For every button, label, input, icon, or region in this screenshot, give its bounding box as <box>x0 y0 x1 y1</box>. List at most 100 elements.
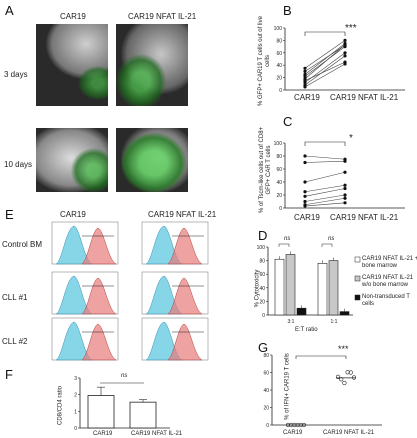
f-cat-car19: CAR19 <box>93 431 113 437</box>
d-sig-1: ns <box>284 236 291 242</box>
point-car19 <box>303 180 307 184</box>
histogram-red <box>81 277 117 315</box>
pair-line <box>304 160 346 163</box>
panel-e-row-cll2: CLL #2 <box>2 337 28 346</box>
panel-a-col-car19: CAR19 <box>60 12 86 21</box>
pair-line <box>304 188 346 197</box>
d-ytick-label: 100 <box>257 245 266 251</box>
d-legend-swatch <box>354 256 361 263</box>
histogram-red <box>81 323 117 361</box>
d-sig-2: ns <box>328 236 335 242</box>
panel-label-e: E <box>5 207 14 222</box>
d-legend-swatch <box>354 275 361 282</box>
histogram-red <box>167 227 203 265</box>
point-car19 <box>303 74 307 78</box>
point-car19 <box>303 204 307 208</box>
histogram-red <box>167 277 203 315</box>
d-ytick-label: 0 <box>262 313 265 319</box>
point-nfat <box>343 186 347 191</box>
g-ytick-label: 0 <box>266 423 269 429</box>
c-cat-car19: CAR19 <box>294 213 320 222</box>
panel-label-b: B <box>283 3 292 18</box>
point-car19 <box>303 190 307 194</box>
point-car19 <box>303 69 307 73</box>
b-ytick-label: 40 <box>276 63 282 69</box>
point-car19 <box>303 66 307 70</box>
d-legend-1: CAR19 NFAT IL-21 + bone marrow <box>362 256 417 269</box>
b-cat-car19: CAR19 <box>294 93 320 102</box>
panel-label-g: G <box>258 340 269 355</box>
pair-line <box>304 184 346 193</box>
micrograph-nfat-10days <box>116 128 188 192</box>
panel-a-col-nfat: CAR19 NFAT IL-21 <box>128 12 197 21</box>
d-xtick-label: 1:1 <box>331 319 338 325</box>
c-ytick-label: 60 <box>276 167 282 173</box>
c-ytick-label: 40 <box>276 180 282 186</box>
d-ytick-label: 40 <box>259 286 265 292</box>
d-sig-bracket <box>278 243 290 247</box>
point-car19 <box>303 194 307 198</box>
pair-line <box>304 197 346 206</box>
panel-e-row-control: Control BM <box>2 240 43 249</box>
d-ytick-label: 80 <box>259 259 265 265</box>
pair-line <box>304 43 346 75</box>
panel-label-d: D <box>258 228 268 243</box>
g-ytick-label: 20 <box>263 406 269 412</box>
point-g <box>342 380 347 386</box>
point-g <box>335 374 341 379</box>
pair-line <box>304 45 346 72</box>
f-ytick-label: 0 <box>74 426 77 432</box>
point-nfat <box>343 159 347 163</box>
b-ytick-label: 80 <box>276 38 282 44</box>
c-cat-nfat: CAR19 NFAT IL-21 <box>330 213 399 222</box>
bar-f <box>129 401 157 429</box>
point-nfat <box>343 170 347 174</box>
significance-bracket <box>304 141 346 146</box>
panel-a-row-10days: 10 days <box>4 160 33 169</box>
d-legend-2: CAR19 NFAT IL-21 w/o bone marrow <box>362 275 414 288</box>
micrograph-car19-10days <box>36 128 108 192</box>
panel-a-row-3days: 3 days <box>4 70 28 79</box>
point-nfat <box>343 43 347 47</box>
b-significance: *** <box>345 23 357 34</box>
c-ytick-label: 20 <box>276 193 282 199</box>
f-ytick-label: 2 <box>74 393 77 399</box>
c-ytick-label: 100 <box>274 141 283 147</box>
point-g <box>351 375 357 380</box>
g-significance: *** <box>338 344 349 354</box>
point-car19 <box>303 160 307 165</box>
bar-f <box>87 395 115 429</box>
panel-label-a: A <box>5 3 14 18</box>
point-nfat <box>343 62 347 66</box>
g-cat-car19: CAR19 <box>283 430 303 436</box>
point-g <box>348 370 353 375</box>
pair-line <box>304 44 346 80</box>
pair-line <box>304 194 346 202</box>
point-g <box>339 377 344 382</box>
micrograph-nfat-3days <box>116 24 188 106</box>
pair-line <box>304 202 346 207</box>
point-nfat <box>343 201 347 205</box>
d-ytick-label: 20 <box>259 299 265 305</box>
c-significance: * <box>349 133 353 144</box>
pair-line <box>304 40 346 69</box>
f-significance: ns <box>121 373 128 379</box>
d-legend-3: Non-transduced T cells <box>362 294 410 307</box>
d-sig-bracket <box>321 243 333 247</box>
point-car19 <box>303 154 307 158</box>
b-ytick-label: 60 <box>276 51 282 57</box>
point-car19 <box>303 80 307 85</box>
g-sig-bracket <box>295 355 347 359</box>
b-ytick-label: 20 <box>276 76 282 82</box>
point-nfat <box>343 38 347 43</box>
point-nfat <box>343 183 347 187</box>
f-cat-nfat: CAR19 NFAT IL-21 <box>131 431 183 437</box>
point-car19 <box>303 85 307 89</box>
significance-bracket <box>304 31 346 36</box>
d-ytick-label: 60 <box>259 272 265 278</box>
